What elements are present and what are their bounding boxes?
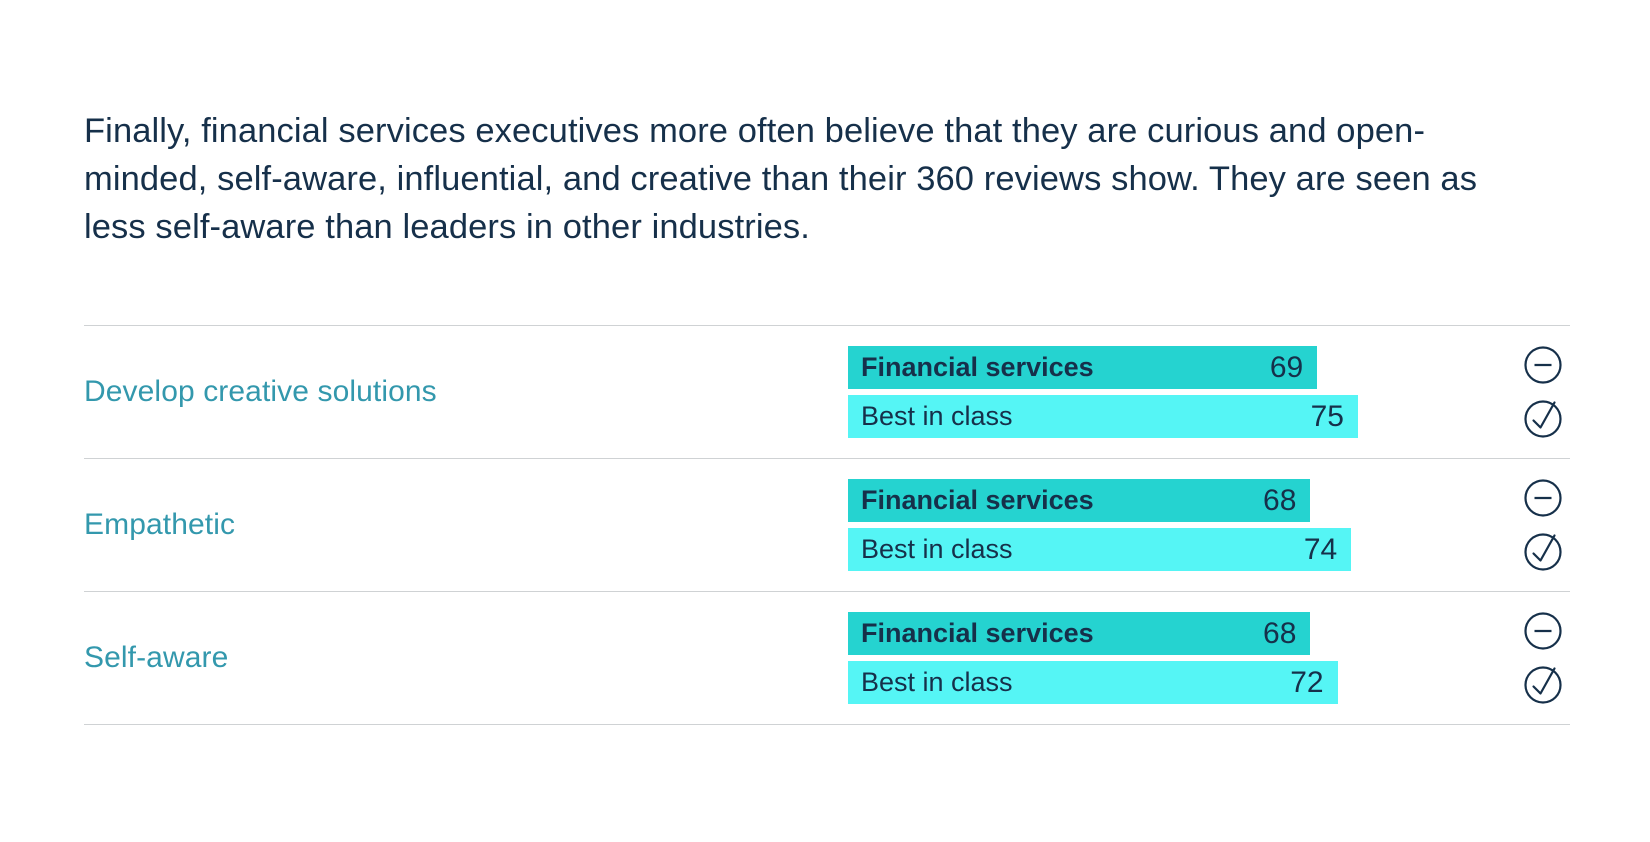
row-divider: [84, 591, 1570, 592]
row-divider: [84, 458, 1570, 459]
bar-financial-services: Financial services 68: [848, 612, 1311, 655]
bar-value: 72: [1290, 665, 1324, 699]
row-status-icons: [1516, 343, 1570, 441]
row-bars: Financial services 68 Best in class 74: [848, 479, 1408, 571]
bar-value: 69: [1269, 350, 1304, 384]
chart-row: Self-aware Financial services 68 Best in…: [84, 592, 1570, 724]
row-label: Develop creative solutions: [84, 375, 437, 408]
bar-series-label: Financial services: [861, 618, 1094, 648]
chart-row: Develop creative solutions Financial ser…: [84, 326, 1570, 458]
bar-value: 68: [1263, 483, 1297, 517]
row-status-icons: [1516, 609, 1570, 707]
bar-series-label: Best in class: [861, 667, 1013, 697]
circle-check-icon: [1521, 530, 1565, 574]
bar-financial-services: Financial services 68: [848, 479, 1311, 522]
bar-value: 68: [1263, 616, 1297, 650]
bar-value: 74: [1303, 532, 1338, 566]
bar-series-label: Best in class: [861, 401, 1013, 431]
bar-series-label: Best in class: [861, 534, 1013, 564]
row-divider-bottom: [84, 724, 1570, 725]
circle-minus-icon: [1521, 343, 1565, 387]
circle-minus-icon: [1521, 609, 1565, 653]
bar-financial-services: Financial services 69: [848, 346, 1318, 389]
circle-check-icon: [1521, 397, 1565, 441]
circle-minus-icon: [1521, 476, 1565, 520]
row-label: Empathetic: [84, 508, 236, 541]
row-label: Self-aware: [84, 641, 229, 674]
bar-series-label: Financial services: [861, 485, 1094, 515]
page-headline: Finally, financial services executives m…: [84, 111, 1478, 246]
bar-series-label: Financial services: [861, 352, 1094, 382]
row-bars: Financial services 68 Best in class 72: [848, 612, 1408, 704]
row-status-icons: [1516, 476, 1570, 574]
chart-row: Empathetic Financial services 68 Best in…: [84, 459, 1570, 591]
bar-best-in-class: Best in class 74: [848, 528, 1352, 571]
bar-value: 75: [1310, 399, 1344, 433]
row-bars: Financial services 69 Best in class 75: [848, 346, 1408, 438]
grouped-bar-chart: Develop creative solutions Financial ser…: [84, 325, 1570, 725]
row-divider-top: [84, 325, 1570, 326]
bar-best-in-class: Best in class 72: [848, 661, 1338, 704]
bar-best-in-class: Best in class 75: [848, 395, 1358, 438]
circle-check-icon: [1521, 663, 1565, 707]
